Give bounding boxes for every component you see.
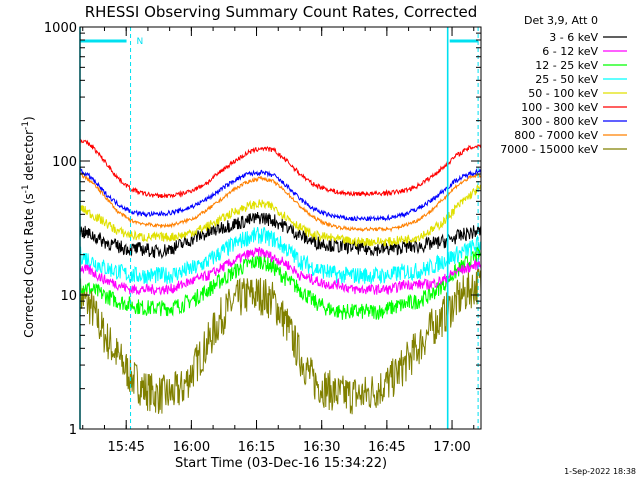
chart-title: RHESSI Observing Summary Count Rates, Co… [85, 3, 478, 21]
legend-label: 3 - 6 keV [549, 31, 598, 44]
legend-label: 100 - 300 keV [521, 101, 598, 114]
x-tick-label: 16:30 [303, 440, 340, 455]
series-line [80, 183, 481, 248]
series-line [80, 138, 481, 199]
series-line [80, 172, 481, 233]
plot-frame [79, 26, 482, 430]
legend-label: 25 - 50 keV [535, 73, 598, 86]
generation-timestamp: 1-Sep-2022 18:38 [564, 467, 636, 476]
x-tick-label: 16:00 [173, 440, 210, 455]
axes: 1 10 100 1000 15:45 16:00 16:15 16:30 16:45 17:00 [44, 21, 482, 455]
x-tick-label: 16:45 [368, 440, 405, 455]
interval-label: N [137, 37, 144, 47]
series-line [80, 267, 481, 415]
legend-label: 7000 - 15000 keV [500, 143, 598, 156]
legend-header: Det 3,9, Att 0 [524, 14, 598, 27]
y-axis-label: Corrected Count Rate (s-1 detector-1) [21, 116, 36, 337]
legend-label: 800 - 7000 keV [514, 129, 598, 142]
y-tick-label: 100 [52, 155, 77, 170]
x-tick-label: 17:00 [433, 440, 470, 455]
legend-label: 6 - 12 keV [542, 45, 598, 58]
legend-label: 300 - 800 keV [521, 115, 598, 128]
x-axis-label: Start Time (03-Dec-16 15:34:22) [175, 456, 387, 471]
series-line [80, 226, 481, 285]
y-tick-label: 1 [69, 423, 77, 438]
y-tick-label: 10 [60, 289, 77, 304]
series-line [80, 212, 481, 260]
series-line [80, 246, 481, 296]
x-tick-label: 15:45 [107, 440, 144, 455]
x-tick-label: 16:15 [238, 440, 275, 455]
y-tick-label: 1000 [44, 21, 77, 36]
legend-label: 50 - 100 keV [528, 87, 598, 100]
series-line [80, 166, 481, 222]
series-line [80, 246, 481, 320]
legend-label: 12 - 25 keV [535, 59, 598, 72]
